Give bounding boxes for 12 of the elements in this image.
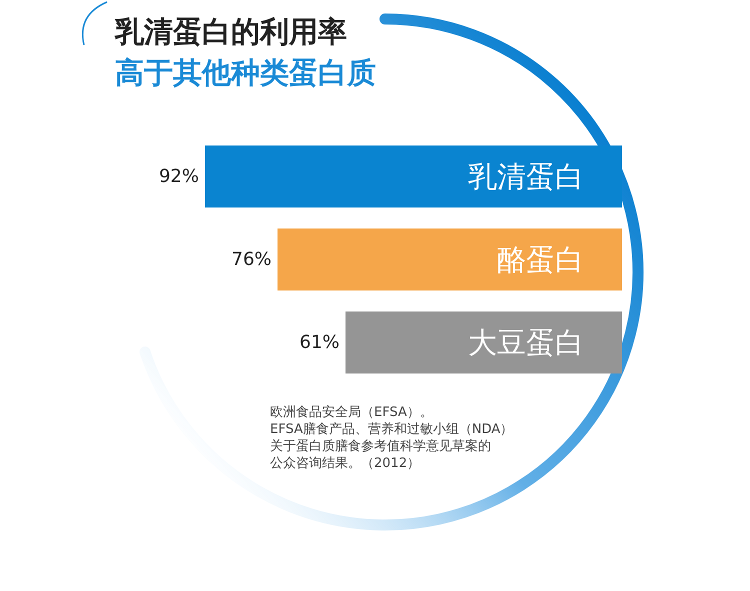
chart-title: 乳清蛋白的利用率 bbox=[114, 14, 347, 48]
data-label: 92% bbox=[158, 166, 199, 187]
text: 公众咨询结果。（2012） bbox=[270, 456, 420, 471]
y-tick-label: 酪蛋白 bbox=[497, 242, 584, 276]
chart-subtitle: 高于其他种类蛋白质 bbox=[115, 56, 376, 90]
data-label: 61% bbox=[299, 332, 340, 353]
text: 关于蛋白质膳食参考值科学意见草案的 bbox=[270, 438, 491, 454]
data-label: 76% bbox=[232, 249, 272, 270]
y-tick-label: 乳清蛋白 bbox=[468, 160, 584, 194]
text: 欧洲食品安全局（EFSA）。 bbox=[270, 404, 433, 420]
text: EFSA膳食产品、营养和过敏小组（NDA） bbox=[270, 421, 514, 437]
y-tick-label: 大豆蛋白 bbox=[468, 326, 584, 360]
